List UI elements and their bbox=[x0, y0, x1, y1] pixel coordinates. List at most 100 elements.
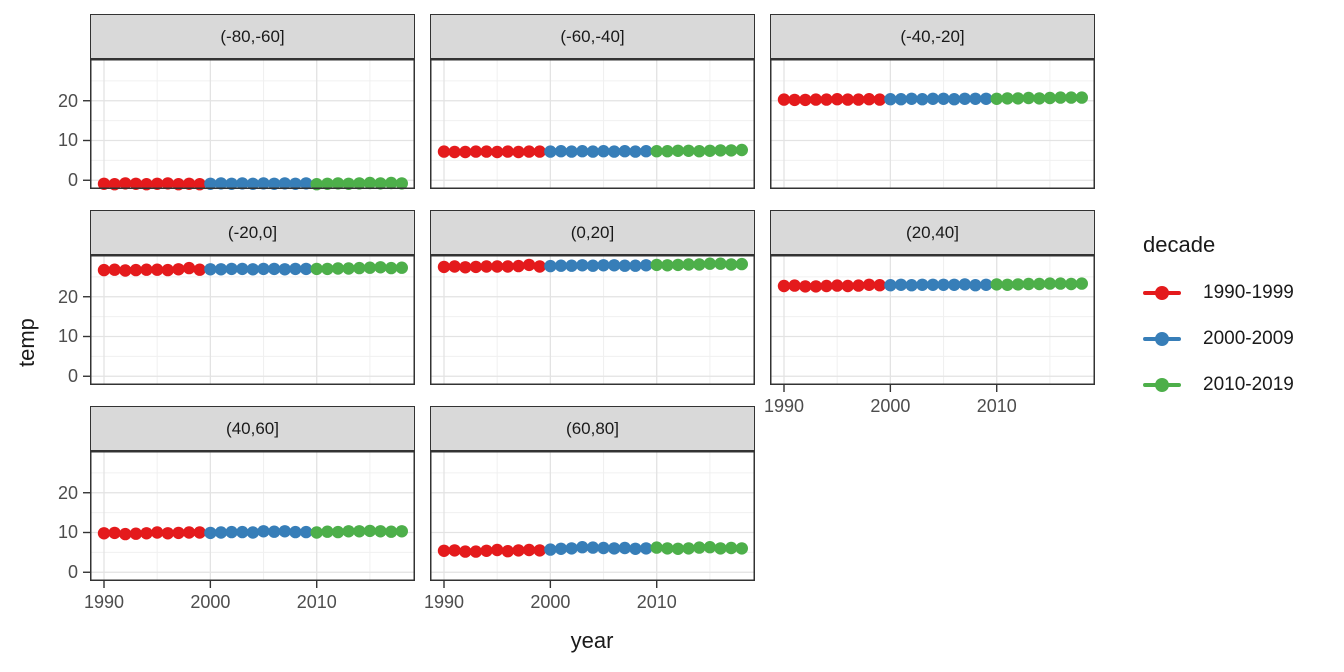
x-axis-title: year bbox=[570, 628, 614, 653]
data-point bbox=[161, 177, 174, 190]
data-point bbox=[1011, 92, 1025, 105]
data-points bbox=[437, 541, 748, 558]
data-point bbox=[151, 263, 164, 276]
data-point bbox=[586, 541, 600, 554]
facet-strip: (-60,-40] bbox=[430, 14, 755, 59]
data-point bbox=[777, 93, 791, 106]
data-point bbox=[342, 177, 355, 190]
data-point bbox=[97, 263, 111, 277]
data-point bbox=[597, 259, 610, 272]
data-point bbox=[225, 525, 238, 539]
facet-panel bbox=[83, 451, 415, 588]
y-tick-label: 10 bbox=[57, 522, 78, 543]
data-point bbox=[395, 177, 408, 190]
data-point bbox=[576, 541, 589, 554]
data-point bbox=[979, 278, 993, 291]
data-point bbox=[544, 145, 557, 158]
data-point bbox=[608, 542, 621, 555]
panel-border bbox=[430, 451, 755, 581]
y-tick-label: 0 bbox=[67, 366, 78, 387]
data-point bbox=[639, 259, 653, 272]
data-point bbox=[385, 261, 398, 275]
panel-background bbox=[90, 451, 415, 581]
data-point bbox=[299, 177, 313, 190]
data-point bbox=[990, 278, 1003, 291]
data-point bbox=[979, 92, 993, 105]
data-point bbox=[437, 260, 451, 274]
data-point bbox=[257, 262, 270, 276]
panel-background bbox=[90, 59, 415, 189]
data-point bbox=[501, 260, 514, 273]
data-point bbox=[873, 93, 886, 106]
data-point bbox=[661, 259, 674, 272]
data-point bbox=[1001, 92, 1014, 105]
data-point bbox=[714, 257, 727, 270]
data-point bbox=[522, 258, 536, 272]
data-point bbox=[1065, 91, 1078, 104]
legend-key-icon bbox=[1143, 374, 1181, 396]
data-point bbox=[629, 542, 642, 555]
data-point bbox=[661, 542, 674, 555]
facet-strip-label: (40,60] bbox=[226, 418, 279, 438]
data-point bbox=[480, 260, 493, 273]
data-point bbox=[852, 279, 865, 292]
facet-strip-label: (-40,-20] bbox=[900, 26, 965, 46]
data-point bbox=[565, 145, 578, 158]
data-point bbox=[671, 144, 685, 157]
data-point bbox=[693, 541, 706, 554]
y-tick-label: 0 bbox=[67, 170, 78, 191]
data-point bbox=[937, 92, 950, 105]
facet-panel bbox=[430, 59, 755, 189]
data-point bbox=[385, 525, 398, 538]
data-point bbox=[140, 178, 153, 191]
data-point bbox=[799, 280, 812, 293]
data-point bbox=[671, 542, 685, 555]
data-point bbox=[278, 263, 291, 276]
data-point bbox=[469, 145, 483, 158]
facet-strip: (-40,-20] bbox=[770, 14, 1095, 59]
data-point bbox=[905, 92, 918, 105]
data-point bbox=[459, 545, 472, 558]
gridlines bbox=[90, 255, 415, 385]
data-point bbox=[650, 258, 663, 272]
data-point bbox=[512, 259, 525, 273]
data-point bbox=[926, 92, 940, 105]
data-point bbox=[629, 259, 642, 272]
data-point bbox=[140, 527, 153, 540]
data-point bbox=[1043, 91, 1057, 105]
data-point bbox=[225, 262, 238, 276]
data-point bbox=[512, 145, 525, 159]
data-point bbox=[852, 93, 865, 106]
data-point bbox=[448, 544, 461, 557]
data-point bbox=[608, 145, 621, 158]
data-point bbox=[278, 525, 291, 538]
legend-item-label: 1990-1999 bbox=[1203, 282, 1294, 303]
x-tick-label: 2000 bbox=[190, 592, 231, 612]
data-point bbox=[119, 527, 132, 541]
panel-background bbox=[430, 59, 755, 189]
facet-strip: (0,20] bbox=[430, 210, 755, 255]
data-point bbox=[151, 177, 164, 190]
data-point bbox=[608, 259, 621, 272]
data-point bbox=[459, 145, 472, 159]
data-point bbox=[299, 262, 313, 276]
legend-item: 1990-1999 bbox=[1143, 282, 1294, 304]
data-point bbox=[363, 176, 377, 190]
data-point bbox=[714, 144, 727, 157]
facet-strip-label: (20,40] bbox=[906, 222, 959, 242]
data-point bbox=[916, 278, 929, 291]
facet-strip: (20,40] bbox=[770, 210, 1095, 255]
data-point bbox=[1054, 277, 1067, 290]
data-point bbox=[151, 526, 164, 539]
legend-item-label: 2000-2009 bbox=[1203, 328, 1294, 349]
y-tick-label: 10 bbox=[57, 130, 78, 151]
data-point bbox=[693, 145, 706, 158]
data-point bbox=[491, 543, 504, 557]
x-tick-label: 1990 bbox=[423, 592, 465, 612]
data-points bbox=[777, 91, 1088, 107]
data-point bbox=[129, 177, 143, 190]
data-point bbox=[161, 263, 174, 277]
data-point bbox=[310, 178, 323, 191]
data-point bbox=[799, 93, 812, 107]
data-point bbox=[544, 259, 557, 273]
